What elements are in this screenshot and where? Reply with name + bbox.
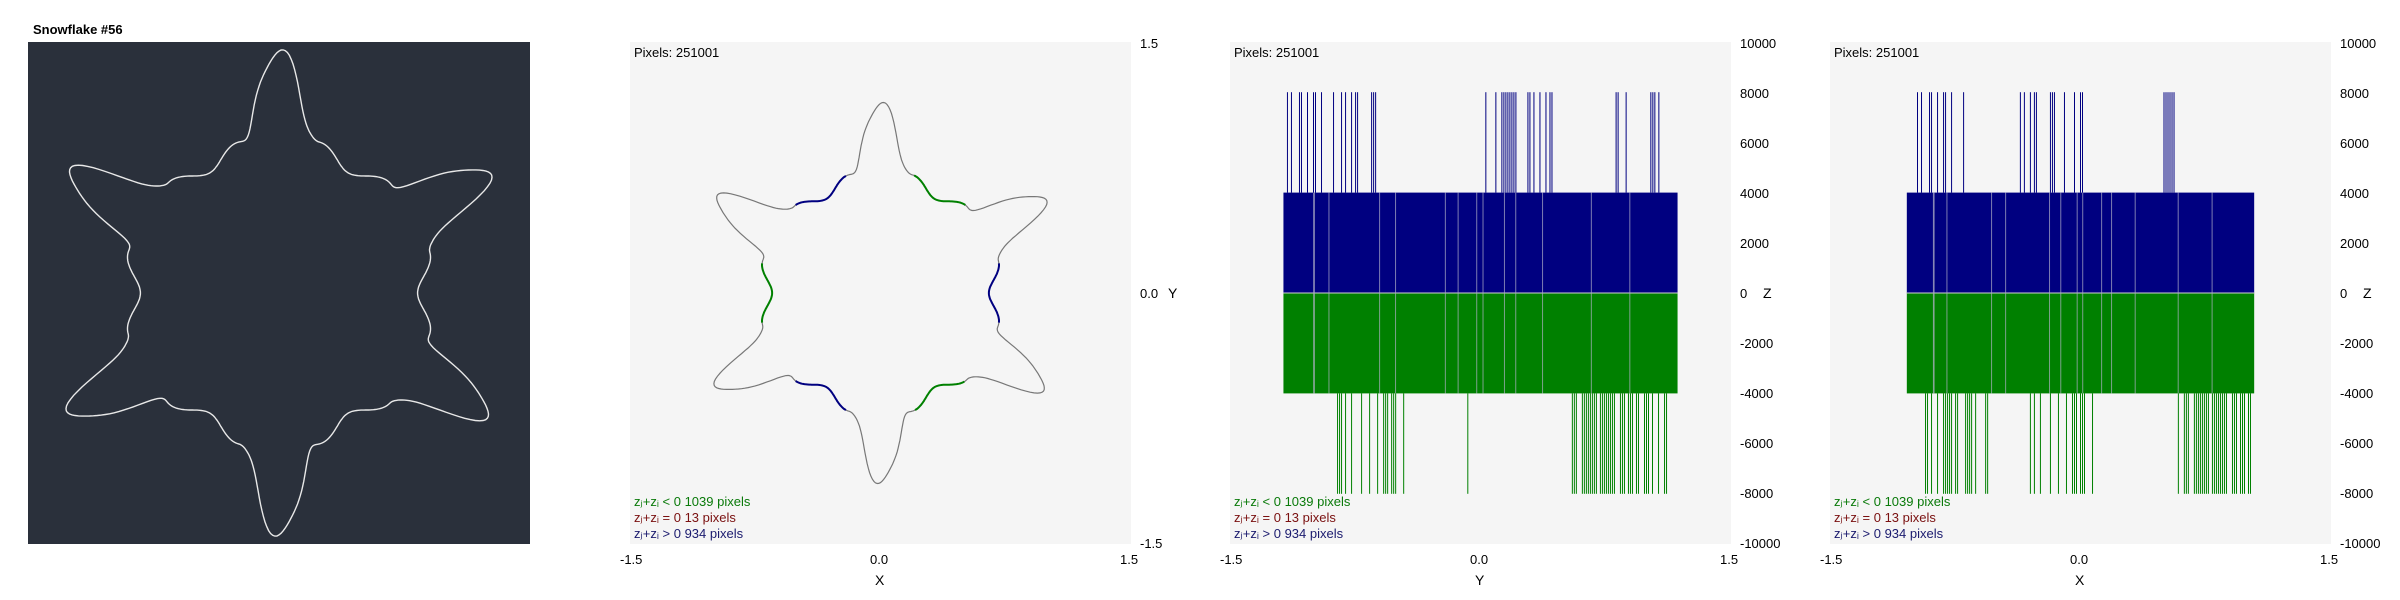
y-tick-bottom: -1.5 [1140, 536, 1163, 551]
xy-snowflake-plot [713, 101, 1048, 485]
series-neg-segment [761, 263, 774, 323]
band-neg [1283, 293, 1678, 394]
z-axis-label: Z [2363, 285, 2372, 301]
legend-neg: zⱼ+zᵢ < 0 1039 pixels [1234, 494, 1351, 509]
z-tick-label: -8000 [2340, 486, 2374, 501]
x-tick-right: 1.5 [2320, 552, 2339, 567]
legend-neg: zⱼ+zᵢ < 0 1039 pixels [634, 494, 751, 509]
yz-bar-plot [1283, 92, 1678, 494]
legend: zⱼ+zᵢ < 0 1039 pixels zⱼ+zᵢ = 0 13 pixel… [1834, 494, 1950, 542]
series-pos-segment [795, 380, 847, 411]
x-tick-left: -1.5 [620, 552, 643, 567]
z-tick-label: -8000 [1740, 486, 1774, 501]
z-tick-label: 0 [2340, 286, 2348, 301]
legend-neg: zⱼ+zᵢ < 0 1039 pixels [1834, 494, 1951, 509]
z-tick-label: -10000 [1740, 536, 1781, 551]
legend: zⱼ+zᵢ < 0 1039 pixels zⱼ+zᵢ = 0 13 pixel… [1234, 494, 1350, 542]
z-tick-label: -2000 [2340, 336, 2374, 351]
z-tick-label: -4000 [1740, 386, 1774, 401]
z-tick-label: -10000 [2340, 536, 2381, 551]
legend-pos: zⱼ+zᵢ > 0 934 pixels [634, 526, 744, 541]
x-tick-right: 1.5 [1720, 552, 1739, 567]
band-pos [1906, 192, 2255, 293]
xz-bar-plot [1906, 92, 2255, 494]
z-tick-label: 10000 [2340, 36, 2377, 51]
snowflake-outline-series [713, 101, 1048, 485]
legend-pos: zⱼ+zᵢ > 0 934 pixels [1834, 526, 1944, 541]
z-tick-label: -4000 [2340, 386, 2374, 401]
z-tick-label: 4000 [2340, 186, 2369, 201]
x-tick-mid: 0.0 [2070, 552, 2089, 567]
legend-pos: zⱼ+zᵢ > 0 934 pixels [1234, 526, 1344, 541]
z-tick-label: 0 [1740, 286, 1748, 301]
pixels-label: Pixels: 251001 [1834, 45, 1920, 60]
pixels-label: Pixels: 251001 [1234, 45, 1320, 60]
legend-zero: zⱼ+zᵢ = 0 13 pixels [1834, 510, 1936, 525]
x-tick-mid: 0.0 [1470, 552, 1489, 567]
z-tick-label: 8000 [1740, 86, 1769, 101]
legend-zero: zⱼ+zᵢ = 0 13 pixels [1234, 510, 1336, 525]
xy-plot-area: Pixels: 251001 zⱼ+zᵢ < 0 1039 pixels zⱼ+… [630, 42, 1131, 544]
z-axis-label: Z [1763, 285, 1772, 301]
xz-plot-area: Pixels: 251001 zⱼ+zᵢ < 0 1039 pixels zⱼ+… [1830, 42, 2331, 544]
series-pos-segment [795, 175, 847, 206]
z-tick-label: 6000 [2340, 136, 2369, 151]
series-neg-segment [913, 174, 966, 206]
z-tick-label: 2000 [1740, 236, 1769, 251]
band-neg [1906, 293, 2255, 394]
series-neg-segment [914, 380, 965, 411]
z-tick-label: 2000 [2340, 236, 2369, 251]
snowflake-outline [65, 49, 493, 537]
legend: zⱼ+zᵢ < 0 1039 pixels zⱼ+zᵢ = 0 13 pixel… [634, 494, 750, 542]
y-axis-label: Y [1168, 285, 1178, 301]
y-tick-top: 1.5 [1140, 36, 1159, 51]
z-tick-label: -2000 [1740, 336, 1774, 351]
y-tick-mid: 0.0 [1140, 286, 1159, 301]
z-tick-label: 8000 [2340, 86, 2369, 101]
series-pos-segment [987, 263, 1000, 323]
z-tick-label: 6000 [1740, 136, 1769, 151]
z-tick-label: 4000 [1740, 186, 1769, 201]
z-tick-label: -6000 [1740, 436, 1774, 451]
yz-plot-area: Pixels: 251001 zⱼ+zᵢ < 0 1039 pixels zⱼ+… [1230, 42, 1731, 544]
band-pos [1283, 192, 1678, 293]
snowflake-outline-image [65, 49, 493, 537]
x-tick-right: 1.5 [1120, 552, 1139, 567]
x-axis-label: Y [1475, 572, 1485, 588]
z-tick-label: -6000 [2340, 436, 2374, 451]
x-tick-left: -1.5 [1820, 552, 1843, 567]
x-axis-label: X [875, 572, 885, 588]
image-title: Snowflake #56 [33, 22, 123, 37]
x-tick-mid: 0.0 [870, 552, 889, 567]
snowflake-image [28, 42, 530, 544]
legend-zero: zⱼ+zᵢ = 0 13 pixels [634, 510, 736, 525]
z-tick-label: 10000 [1740, 36, 1777, 51]
x-tick-left: -1.5 [1220, 552, 1243, 567]
pixels-label: Pixels: 251001 [634, 45, 720, 60]
x-axis-label: X [2075, 572, 2085, 588]
